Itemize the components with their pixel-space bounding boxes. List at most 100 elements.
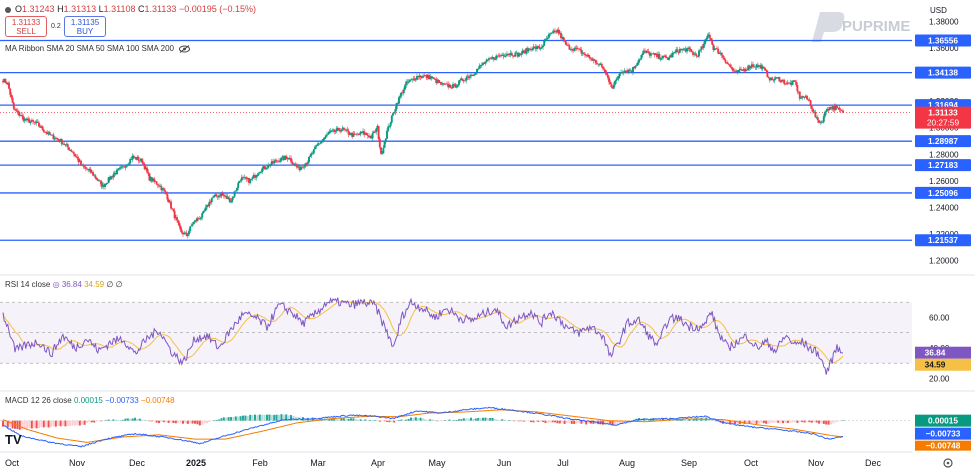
candle-body — [818, 120, 820, 123]
candle — [414, 77, 417, 82]
candle — [126, 163, 129, 166]
candle-body — [467, 76, 470, 78]
candle — [702, 41, 705, 51]
macd-hist-bar — [364, 419, 367, 421]
candle — [305, 162, 308, 167]
candle-body — [62, 143, 64, 145]
candle-body — [90, 171, 93, 173]
candle-body — [65, 144, 68, 146]
candle — [334, 129, 337, 135]
candle — [29, 120, 32, 126]
buy-button[interactable]: 1.31135 BUY — [64, 16, 106, 37]
candle-body — [684, 48, 687, 52]
eye-icon[interactable] — [179, 44, 191, 53]
candle-body — [615, 79, 618, 82]
candle-body — [46, 132, 49, 135]
candle — [129, 157, 132, 165]
candle-body — [604, 69, 607, 73]
macd-hist-bar — [830, 420, 832, 425]
rsi-legend[interactable]: RSI 14 close ◎ 36.84 34.59 ∅ ∅ — [5, 280, 123, 289]
candle — [789, 79, 792, 86]
candle — [458, 79, 460, 87]
buy-price: 1.31135 — [70, 18, 100, 27]
candle-body — [77, 158, 80, 163]
rsi-tick: 20.00 — [929, 374, 950, 383]
candle — [447, 81, 450, 90]
candle — [558, 30, 561, 35]
candle — [383, 140, 386, 148]
candle — [123, 166, 126, 168]
candle-body — [770, 77, 772, 81]
candle — [8, 80, 10, 90]
candle-body — [75, 156, 78, 157]
month-label: Feb — [252, 458, 268, 468]
candle — [411, 78, 414, 83]
macd-hist-bar — [150, 420, 153, 422]
candle-body — [532, 46, 535, 50]
candle — [226, 193, 229, 200]
candle-body — [147, 171, 150, 174]
candle — [831, 105, 834, 112]
candle — [105, 182, 108, 186]
candle-body — [510, 52, 513, 56]
macd-hist-bar — [74, 420, 76, 426]
candle-body — [476, 69, 478, 73]
candle — [540, 44, 543, 50]
time-axis[interactable]: Oct Nov Dec 2025 Feb Mar Apr May Jun Jul Aug Sep Oct… — [5, 458, 882, 468]
candle — [465, 75, 468, 84]
macd-signal-line — [2, 409, 844, 443]
sell-button[interactable]: 1.31133 SELL — [5, 16, 47, 37]
settings-icon[interactable]: ◎ — [52, 280, 60, 289]
macd-hist-bar — [69, 420, 72, 426]
candle — [785, 81, 788, 85]
candle-body — [796, 85, 799, 92]
candle-body — [149, 177, 152, 181]
macd-hist-bar — [239, 416, 242, 421]
macd-hist-bar — [4, 420, 7, 427]
candle — [57, 138, 60, 142]
macd-hist-bar — [652, 418, 655, 421]
candle-body — [546, 37, 549, 39]
macd-hist-bar — [16, 420, 19, 430]
ma-ribbon-legend[interactable]: MA Ribbon SMA 20 SMA 50 SMA 100 SMA 200 — [5, 44, 191, 53]
candle — [190, 223, 193, 227]
candle-body — [353, 133, 356, 135]
candle-body — [252, 174, 255, 178]
macd-hist-bar — [201, 420, 204, 425]
macd-hist-bar — [143, 419, 146, 421]
candle — [587, 53, 590, 58]
candle — [390, 114, 393, 124]
candle — [356, 132, 358, 137]
candle-body — [214, 194, 217, 196]
candle-body — [102, 184, 105, 187]
candle-body — [809, 100, 812, 107]
candle — [41, 125, 44, 131]
candle — [48, 130, 51, 136]
candle — [615, 76, 618, 84]
candle-body — [394, 109, 397, 113]
macd-hist-bar — [340, 418, 343, 421]
settings-gear-icon[interactable] — [943, 458, 953, 468]
candle-body — [177, 220, 180, 223]
candle — [822, 113, 825, 124]
candle — [386, 128, 388, 140]
candle — [818, 119, 820, 123]
candle — [320, 141, 322, 145]
level-label-1: 1.36556 — [928, 35, 958, 45]
candle-body — [789, 82, 792, 84]
candle-body — [326, 134, 328, 136]
macd-hist-bar — [126, 418, 129, 421]
candle — [435, 76, 438, 86]
candle — [677, 51, 680, 56]
candle — [108, 175, 111, 182]
macd-hist-bar — [450, 420, 453, 422]
candle-body — [839, 109, 842, 111]
macd-hist-bar — [496, 419, 499, 421]
candle — [372, 130, 375, 134]
candle — [656, 51, 658, 60]
candle — [443, 82, 446, 85]
tradingview-logo: TV — [5, 432, 22, 447]
macd-hist-bar — [782, 420, 784, 424]
macd-legend[interactable]: MACD 12 26 close 0.00015 −0.00733 −0.007… — [5, 396, 175, 405]
